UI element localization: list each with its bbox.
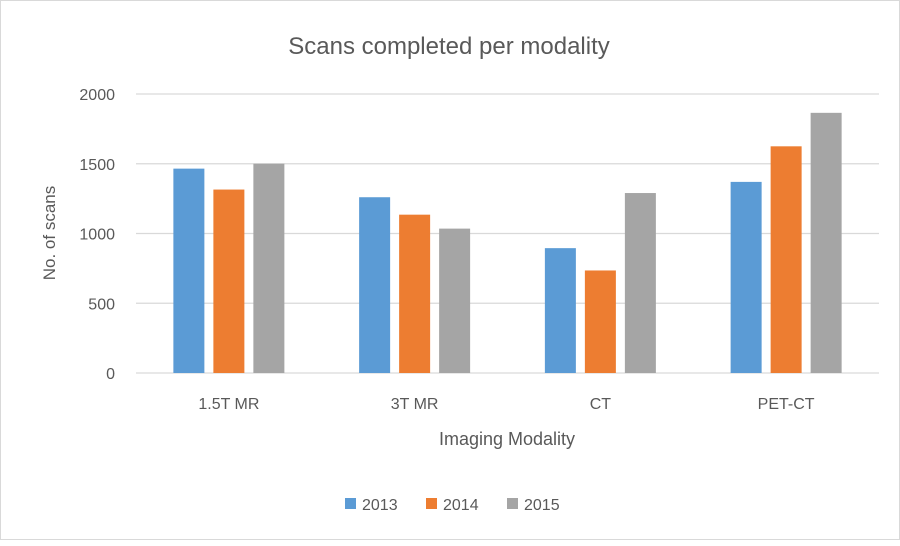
- y-tick-label: 1500: [79, 157, 115, 174]
- bar-2015-3T-MR: [439, 228, 471, 373]
- y-tick-label: 2000: [79, 87, 115, 104]
- chart-title: Scans completed per modality: [288, 33, 610, 60]
- x-tick-label: PET-CT: [758, 396, 815, 413]
- bar-2013-CT: [544, 248, 576, 373]
- gridlines: [136, 93, 879, 374]
- y-tick-label: 500: [88, 296, 115, 313]
- legend-swatch-2015: [507, 498, 518, 509]
- bar-2015-PET-CT: [810, 112, 842, 374]
- legend: 2013 2014 2015: [345, 497, 560, 514]
- legend-label: 2013: [362, 497, 398, 514]
- y-tick-label: 0: [106, 366, 115, 383]
- legend-label: 2015: [524, 497, 560, 514]
- x-axis-label: Imaging Modality: [439, 429, 575, 449]
- x-tick-labels: 1.5T MR 3T MR CT PET-CT: [198, 396, 814, 413]
- bar-2014-3T-MR: [399, 214, 431, 373]
- x-tick-label: CT: [590, 396, 612, 413]
- legend-swatch-2013: [345, 498, 356, 509]
- y-tick-labels: 0 500 1000 1500 2000: [79, 87, 115, 383]
- legend-swatch-2014: [426, 498, 437, 509]
- y-axis-label: No. of scans: [40, 186, 59, 281]
- x-tick-label: 1.5T MR: [198, 396, 259, 413]
- legend-label: 2014: [443, 497, 479, 514]
- x-tick-label: 3T MR: [391, 396, 439, 413]
- bar-2015-1-5T-MR: [253, 163, 285, 373]
- bar-2013-3T-MR: [359, 197, 391, 373]
- bars: [173, 112, 842, 374]
- bar-2013-1-5T-MR: [173, 168, 205, 373]
- bar-2014-CT: [584, 270, 616, 373]
- bar-2014-1-5T-MR: [213, 189, 245, 373]
- y-tick-label: 1000: [79, 227, 115, 244]
- bar-2013-PET-CT: [730, 181, 762, 373]
- bar-2014-PET-CT: [770, 146, 802, 373]
- bar-2015-CT: [624, 193, 656, 373]
